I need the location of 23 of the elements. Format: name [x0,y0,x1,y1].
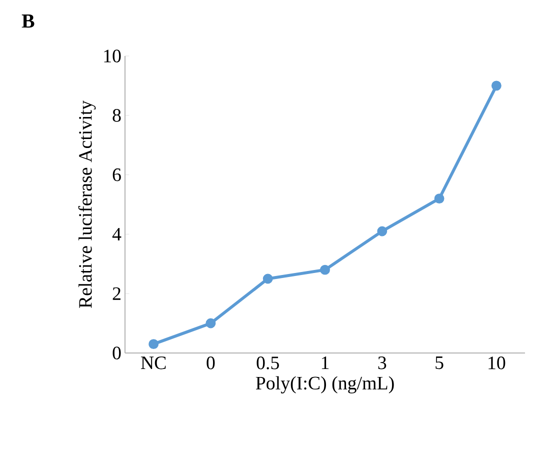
y-tick-label: 4 [112,228,122,240]
x-tick-label: NC [140,356,166,370]
point [320,264,330,275]
point [377,226,388,236]
x-tick-label: 5 [436,356,444,370]
y-tick-label: 10 [104,50,121,62]
point [434,194,444,204]
point [148,339,159,350]
x-axis-title: Poly(I:C) (ng/mL) [256,376,394,394]
y-tick-label: 2 [112,287,120,300]
text: B [22,14,34,28]
y-axis-title: Relative luciferase Activity [78,100,96,308]
x-tick-label: 3 [378,356,386,370]
x-tick-label: 0 [206,356,215,370]
point [262,274,273,284]
x-tick-label: 1 [322,356,329,369]
x-tick-label: 10 [488,356,506,370]
point [206,318,216,328]
y-tick-label: 8 [112,109,121,122]
x-tick-label: 0.5 [256,356,279,370]
y-tick-label: 0 [112,346,121,360]
point [491,80,502,91]
y-tick-label: 6 [112,168,121,182]
